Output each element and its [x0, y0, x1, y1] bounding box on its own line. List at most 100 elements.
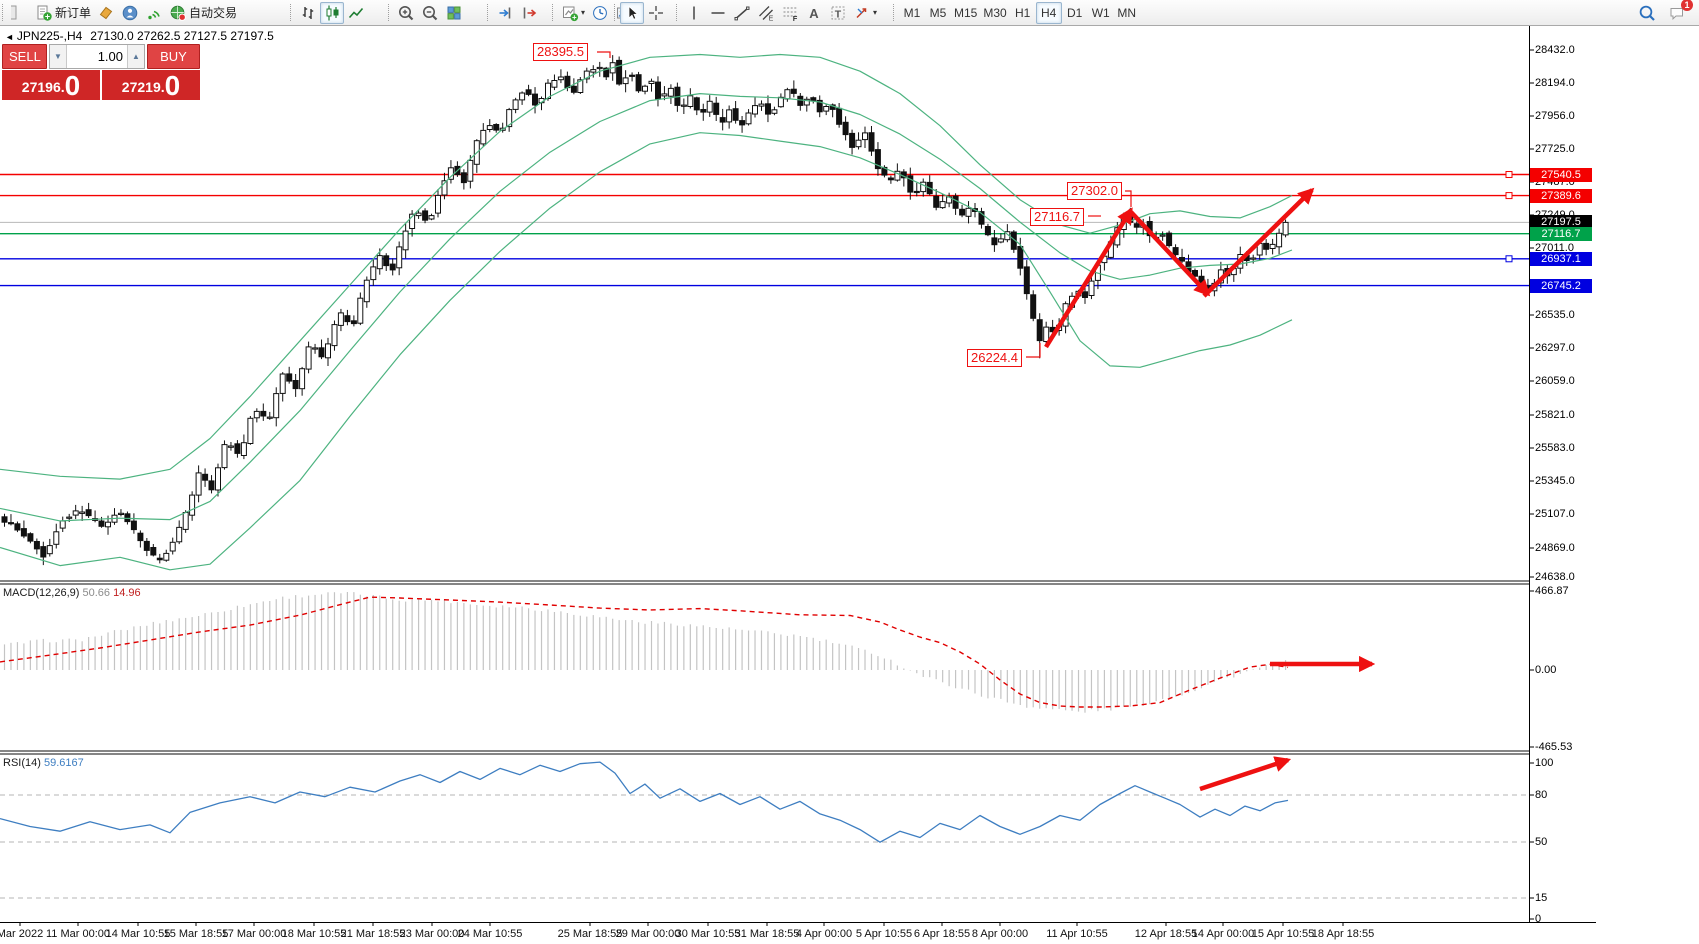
search-icon [1639, 5, 1655, 21]
line-anchor-marker[interactable] [1505, 171, 1513, 179]
cursor-button[interactable] [620, 1, 644, 24]
period-button[interactable] [588, 2, 612, 24]
volume-increase-button[interactable]: ▲ [127, 45, 144, 68]
volume-decrease-button[interactable]: ▼ [50, 45, 67, 68]
new-order-button[interactable]: + 新订单 [32, 2, 94, 24]
zoom-out-button[interactable] [418, 2, 442, 24]
line-anchor-marker[interactable] [1505, 255, 1513, 263]
autoscroll-icon [499, 7, 511, 18]
autotrading-button[interactable]: 自动交易 [166, 2, 240, 24]
trade-panel-controls: SELL ▼ ▲ BUY [2, 44, 200, 69]
tf-m5-button[interactable]: M5 [925, 2, 951, 24]
tf-m1-button-label: M1 [903, 5, 921, 20]
linechart-icon [348, 7, 364, 18]
tile-windows-button[interactable] [442, 2, 466, 24]
bollinger-upper-band [0, 53, 1293, 480]
zoomout-icon [423, 5, 438, 20]
volume-spinner: ▼ ▲ [49, 44, 145, 69]
tf-d1-button-label: D1 [1067, 5, 1083, 20]
channel-button[interactable]: E [754, 2, 778, 24]
line-chart-button[interactable] [344, 2, 368, 24]
buy-price: 27219. 0 [102, 70, 200, 100]
crosshair-button[interactable] [644, 2, 668, 24]
market-watch-button[interactable] [94, 2, 118, 24]
annotation-label[interactable]: 28395.5 [533, 43, 588, 61]
tf-h1-button[interactable]: H1 [1010, 2, 1036, 24]
tf-m15-button-label: M15 [954, 5, 978, 20]
svg-text:+: + [45, 11, 50, 21]
text-label-button[interactable]: T [826, 2, 850, 24]
tf-m1-button[interactable]: M1 [899, 2, 925, 24]
trendline-button[interactable] [730, 2, 754, 24]
sell-button[interactable]: SELL [2, 44, 47, 69]
auto-scroll-button[interactable] [493, 2, 517, 24]
fibonacci-button[interactable]: F [778, 2, 802, 24]
macd-panel [0, 592, 1376, 713]
docplus-icon: + [37, 5, 52, 21]
tf-m30-button[interactable]: M30 [980, 2, 1009, 24]
svg-text:+: + [572, 13, 577, 22]
svg-text:T: T [835, 8, 842, 20]
horizontal-line-button[interactable] [706, 2, 730, 24]
cursor-group [614, 0, 668, 25]
arrows-button[interactable]: ▾ [850, 2, 880, 24]
trend-icon [734, 6, 750, 20]
mql5-community-button[interactable] [118, 2, 142, 24]
chart-type-group [290, 0, 368, 25]
chart-shift-button[interactable] [517, 2, 541, 24]
tf-h1-button-label: H1 [1015, 5, 1031, 20]
buy-button[interactable]: BUY [147, 44, 200, 69]
trend-annotation-arrow[interactable] [1129, 210, 1211, 297]
cursor-icon [628, 5, 639, 20]
scroll-group [487, 0, 541, 25]
tf-h4-button-label: H4 [1041, 5, 1057, 20]
search-button[interactable] [1635, 2, 1659, 24]
trend-annotation-arrow[interactable] [1202, 187, 1315, 298]
clock-icon [593, 5, 607, 20]
sell-price-dot: . [60, 79, 65, 95]
tf-w1-button[interactable]: W1 [1088, 2, 1114, 24]
svg-text:F: F [793, 14, 798, 22]
candles-icon [326, 5, 339, 20]
gold-icon [99, 6, 113, 19]
crosshair-icon [649, 5, 663, 20]
zoom-in-button[interactable] [394, 2, 418, 24]
vertical-line-button[interactable] [682, 2, 706, 24]
bar-chart-button[interactable] [296, 2, 320, 24]
rsi-annotation-arrow[interactable] [1199, 756, 1292, 792]
annotation-label[interactable]: 27302.0 [1067, 182, 1122, 200]
annotation-label[interactable]: 26224.4 [967, 349, 1022, 367]
line-anchor-marker[interactable] [1505, 192, 1513, 200]
dropdown-caret-icon[interactable]: ▾ [581, 8, 586, 17]
zoom-group [388, 0, 466, 25]
tf-d1-button[interactable]: D1 [1062, 2, 1088, 24]
fibo-icon: F [783, 7, 798, 22]
clipped-window-button[interactable] [8, 2, 32, 24]
tf-mn-button[interactable]: MN [1114, 2, 1140, 24]
mql5-icon [122, 5, 138, 20]
trend-annotation-arrow[interactable] [1044, 207, 1133, 349]
annotation-label[interactable]: 27116.7 [1030, 208, 1085, 226]
tf-w1-button-label: W1 [1091, 5, 1110, 20]
candlestick-chart-button[interactable] [320, 1, 344, 24]
text-button[interactable]: A [802, 2, 826, 24]
dropdown-caret-icon[interactable]: ▾ [873, 8, 878, 17]
tf-m5-button-label: M5 [929, 5, 947, 20]
draw-group: E F A T ▾ [676, 0, 880, 25]
volume-input[interactable] [67, 45, 127, 68]
sell-price-main: 27196 [21, 79, 61, 95]
chat-button[interactable]: 1 [1665, 0, 1693, 24]
bollinger-lower-band [0, 132, 1293, 571]
tf-h4-button[interactable]: H4 [1035, 1, 1062, 24]
notification-badge: 1 [1681, 0, 1693, 11]
svg-text:A: A [809, 6, 819, 21]
signals-button[interactable] [142, 2, 166, 24]
toolbar-right-tools: 1 [1635, 0, 1693, 25]
new-chart-button[interactable]: + ▾ [558, 2, 588, 24]
tf-m30-button-label: M30 [983, 5, 1007, 20]
tf-m15-button[interactable]: M15 [951, 2, 980, 24]
buy-price-main: 27219 [121, 79, 161, 95]
macd-signal-line [0, 596, 1289, 708]
channel-icon: E [759, 5, 774, 22]
